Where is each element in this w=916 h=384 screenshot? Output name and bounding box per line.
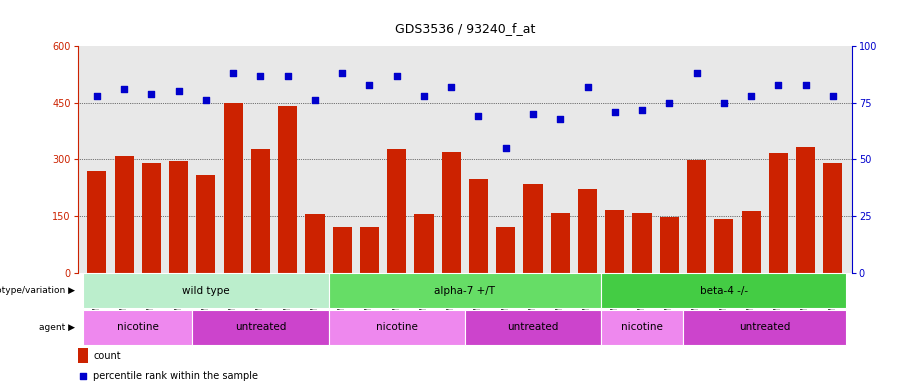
- Point: [253, 73, 267, 79]
- Point: [635, 106, 649, 113]
- Point: [417, 93, 431, 99]
- Text: GDS3536 / 93240_f_at: GDS3536 / 93240_f_at: [395, 22, 535, 35]
- Point: [308, 98, 322, 104]
- Bar: [714, 219, 734, 273]
- Point: [389, 73, 404, 79]
- Bar: [551, 213, 570, 273]
- Text: genotype/variation ▶: genotype/variation ▶: [0, 286, 75, 295]
- Bar: [278, 106, 298, 273]
- Bar: [687, 160, 706, 273]
- Text: count: count: [93, 351, 121, 361]
- Bar: [305, 214, 324, 273]
- Bar: [142, 163, 161, 273]
- FancyBboxPatch shape: [601, 310, 683, 345]
- Text: agent ▶: agent ▶: [39, 323, 75, 332]
- Point: [553, 116, 568, 122]
- Point: [335, 70, 350, 76]
- Point: [825, 93, 840, 99]
- Bar: [469, 179, 488, 273]
- Text: untreated: untreated: [507, 322, 559, 333]
- Point: [662, 99, 677, 106]
- Point: [280, 73, 295, 79]
- Bar: [87, 171, 106, 273]
- Point: [689, 70, 703, 76]
- Text: nicotine: nicotine: [117, 322, 158, 333]
- FancyBboxPatch shape: [192, 310, 329, 345]
- Point: [798, 81, 812, 88]
- Point: [171, 88, 186, 94]
- Bar: [224, 103, 243, 273]
- Text: wild type: wild type: [182, 286, 230, 296]
- Point: [607, 109, 622, 115]
- FancyBboxPatch shape: [83, 273, 329, 308]
- Bar: [333, 227, 352, 273]
- Bar: [442, 152, 461, 273]
- Point: [444, 84, 459, 90]
- Text: beta-4 -/-: beta-4 -/-: [700, 286, 747, 296]
- Bar: [823, 163, 843, 273]
- FancyBboxPatch shape: [464, 310, 601, 345]
- Bar: [605, 210, 625, 273]
- Bar: [741, 211, 760, 273]
- Bar: [414, 214, 433, 273]
- Point: [771, 81, 786, 88]
- Point: [526, 111, 540, 117]
- FancyBboxPatch shape: [601, 273, 846, 308]
- Point: [716, 99, 731, 106]
- Point: [90, 93, 104, 99]
- Point: [362, 81, 376, 88]
- Bar: [387, 149, 407, 273]
- FancyBboxPatch shape: [329, 310, 464, 345]
- Text: alpha-7 +/T: alpha-7 +/T: [434, 286, 496, 296]
- Bar: [360, 227, 379, 273]
- Point: [471, 113, 485, 119]
- Point: [226, 70, 241, 76]
- Text: untreated: untreated: [739, 322, 791, 333]
- Bar: [169, 161, 189, 273]
- Bar: [796, 147, 815, 273]
- Point: [744, 93, 758, 99]
- Text: percentile rank within the sample: percentile rank within the sample: [93, 371, 258, 381]
- Bar: [632, 213, 651, 273]
- Point: [75, 372, 90, 379]
- Bar: [496, 227, 516, 273]
- Point: [580, 84, 594, 90]
- Bar: [196, 175, 215, 273]
- Point: [144, 91, 158, 97]
- FancyBboxPatch shape: [83, 310, 192, 345]
- Bar: [114, 156, 134, 273]
- Bar: [769, 152, 788, 273]
- Bar: [578, 189, 597, 273]
- Text: untreated: untreated: [234, 322, 286, 333]
- FancyBboxPatch shape: [683, 310, 846, 345]
- Bar: [251, 149, 270, 273]
- Bar: [660, 217, 679, 273]
- Bar: [78, 348, 88, 363]
- Text: nicotine: nicotine: [621, 322, 663, 333]
- FancyBboxPatch shape: [329, 273, 601, 308]
- Bar: [523, 184, 542, 273]
- Point: [199, 98, 213, 104]
- Text: nicotine: nicotine: [376, 322, 418, 333]
- Point: [117, 86, 132, 92]
- Point: [498, 145, 513, 151]
